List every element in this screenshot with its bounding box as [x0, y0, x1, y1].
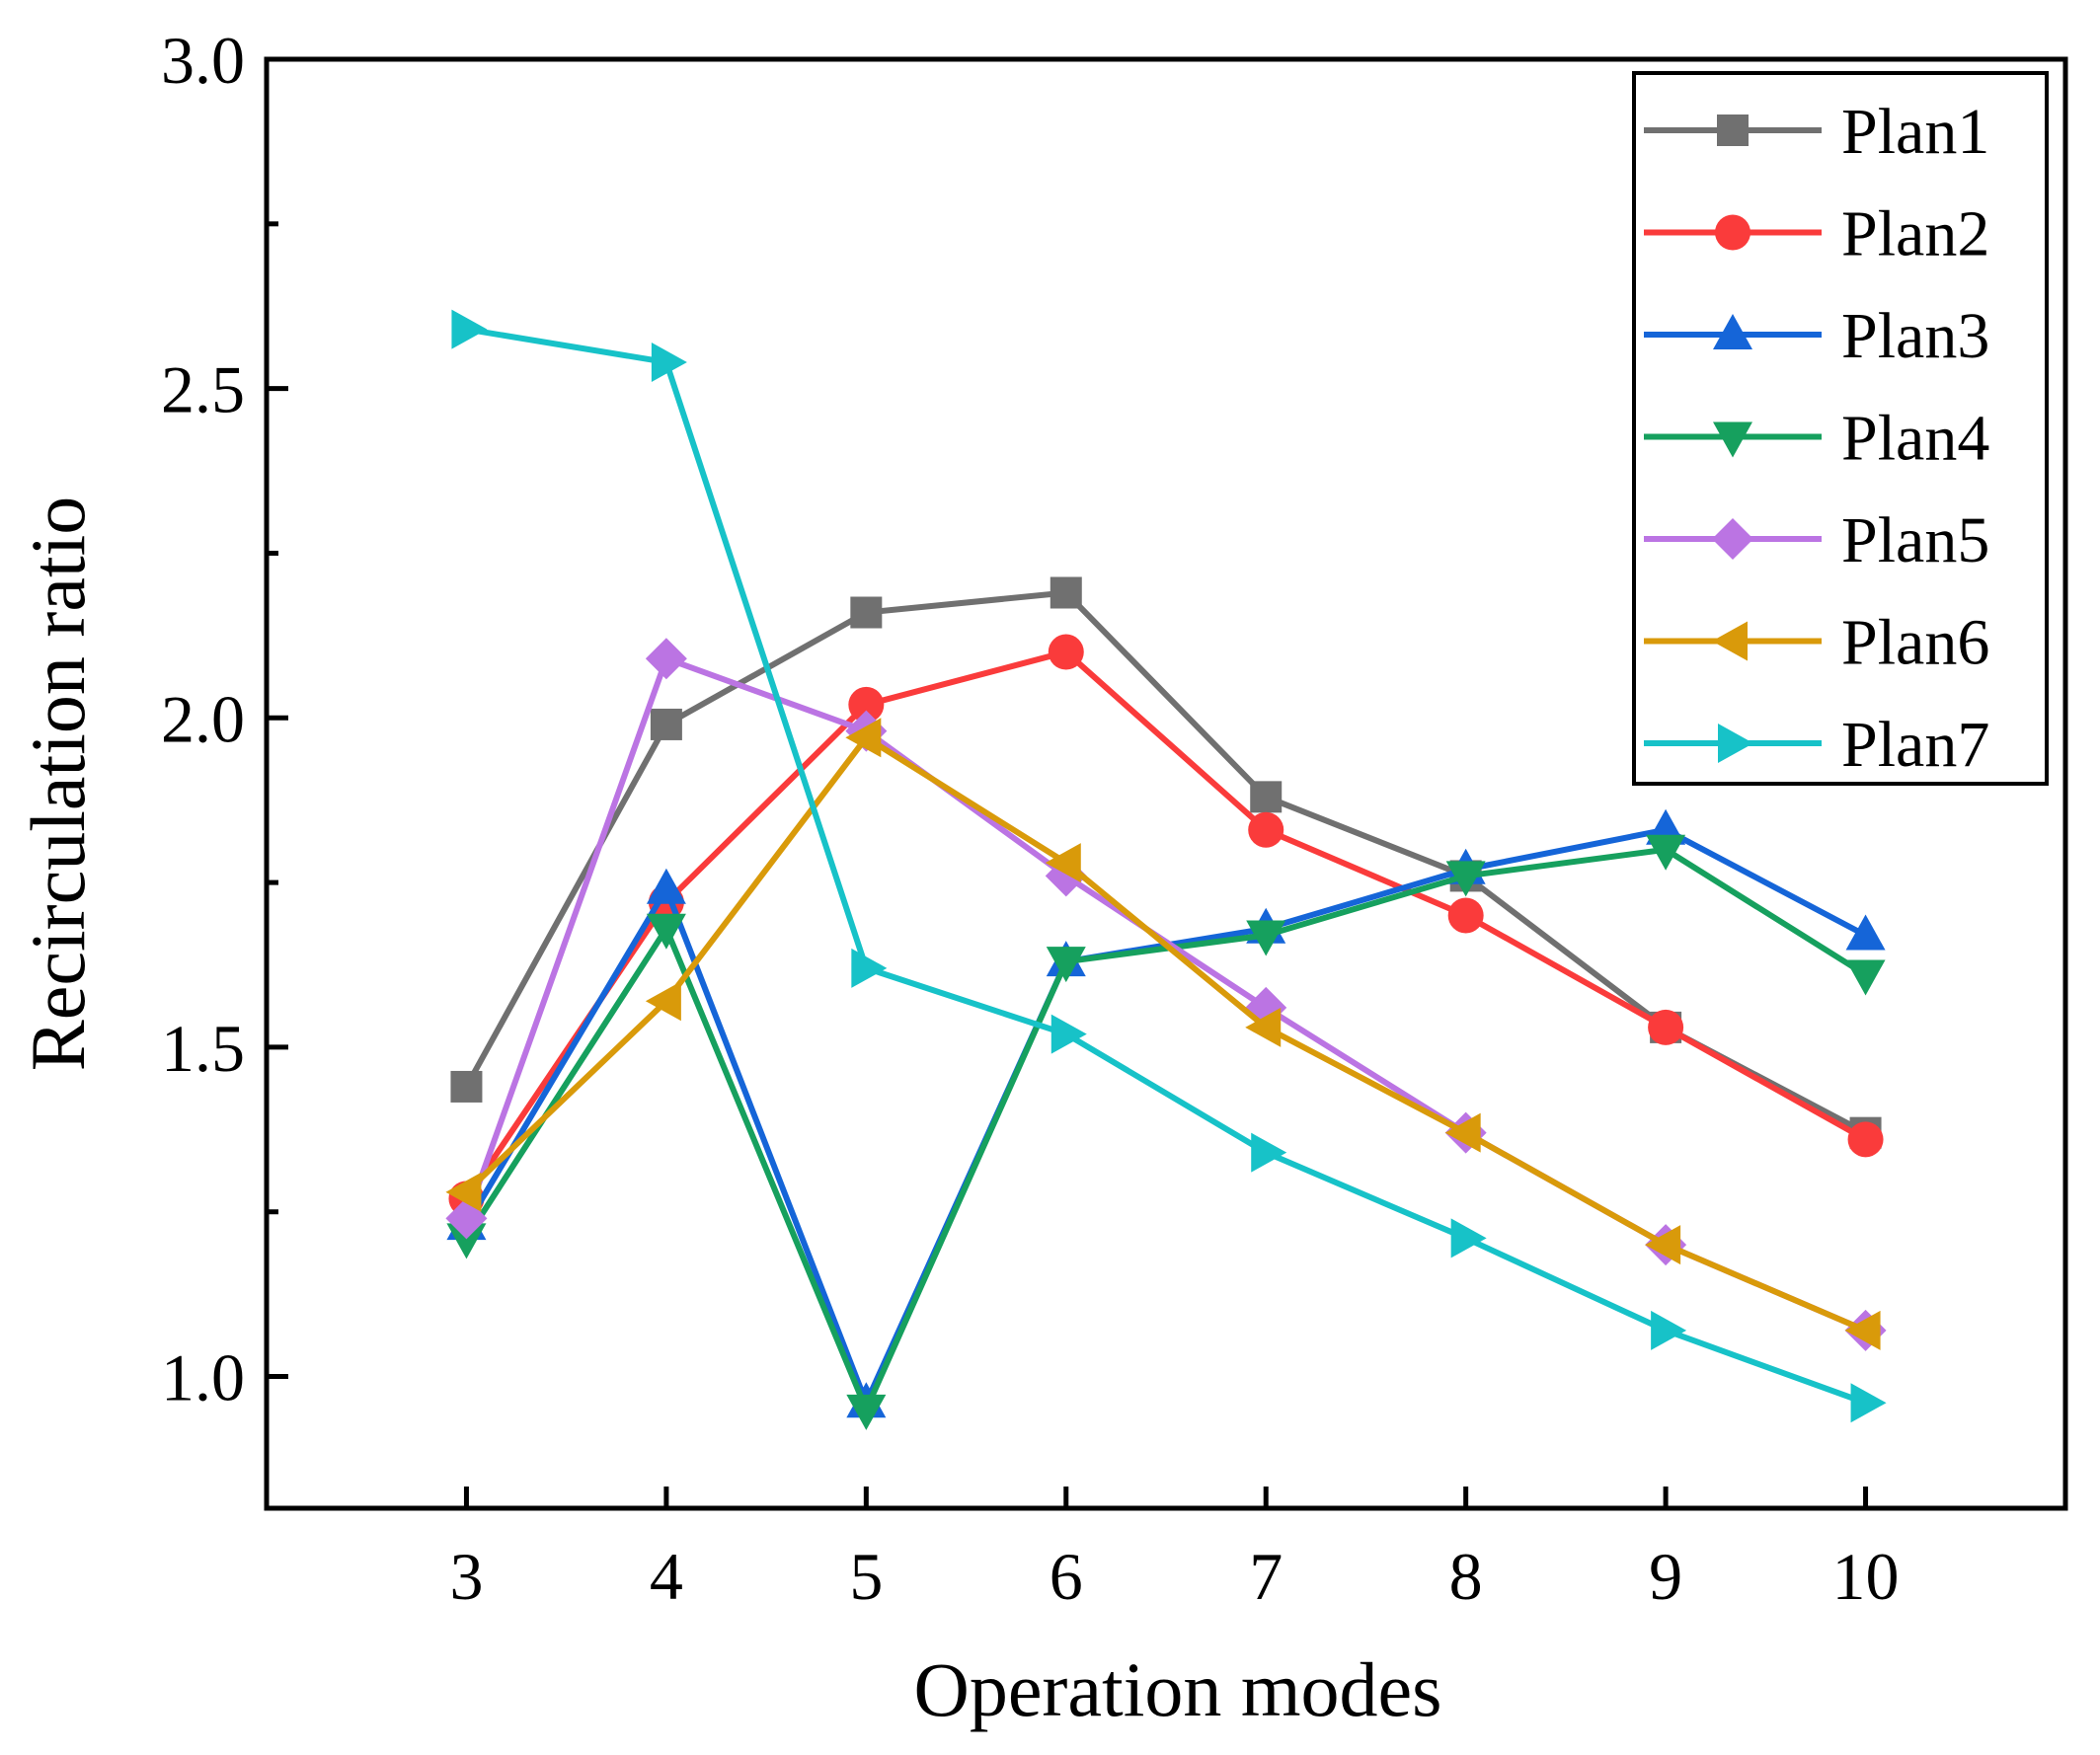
legend-item: Plan2: [1644, 198, 1989, 270]
y-tick-label: 2.0: [161, 681, 245, 756]
legend-marker: [1712, 518, 1753, 560]
legend: Plan1 Plan2 Plan3 Plan4 Plan5 Plan6 Plan7: [1632, 71, 2049, 786]
data-point: [848, 686, 885, 723]
series-plan4: [446, 834, 1886, 1430]
data-point: [650, 708, 682, 740]
legend-marker: [1717, 114, 1749, 146]
legend-label: Plan7: [1841, 709, 1989, 781]
series-line: [463, 649, 1868, 1201]
legend-box: [1632, 71, 2049, 786]
data-point: [646, 913, 686, 950]
legend-item: Plan5: [1644, 504, 1989, 576]
y-axis-title: Recirculation ratio: [15, 496, 101, 1072]
data-point: [1251, 1132, 1287, 1173]
x-tick-label: 6: [1050, 1539, 1083, 1614]
data-point: [1050, 576, 1082, 609]
data-point: [1845, 959, 1886, 996]
data-point: [1050, 1014, 1087, 1054]
series-layer: [445, 309, 1887, 1430]
legend-label: Plan5: [1841, 504, 1989, 576]
data-point: [1847, 1121, 1884, 1158]
legend-label: Plan4: [1841, 403, 1989, 475]
data-point: [1648, 1009, 1684, 1045]
data-point: [1645, 1225, 1681, 1265]
data-point: [845, 718, 882, 758]
x-tick-label: 5: [849, 1539, 883, 1614]
data-point: [1651, 1310, 1687, 1350]
legend-item: Plan6: [1644, 607, 1989, 679]
data-point: [1045, 843, 1081, 883]
data-point: [1447, 897, 1484, 934]
x-axis-title: Operation modes: [913, 1646, 1441, 1732]
series-line: [465, 326, 1867, 1407]
data-point: [645, 981, 681, 1022]
legend-marker: [1718, 724, 1753, 763]
data-point: [646, 868, 686, 904]
y-tick-label: 1.5: [161, 1011, 245, 1086]
data-point: [1048, 634, 1084, 670]
legend-item: Plan1: [1644, 96, 1989, 168]
data-point: [1450, 1218, 1487, 1259]
data-point: [1046, 947, 1086, 983]
data-point: [1445, 861, 1486, 897]
x-tick-label: 10: [1832, 1539, 1900, 1614]
legend-label: Plan2: [1841, 198, 1989, 270]
y-tick-label: 1.0: [161, 1340, 245, 1415]
data-point: [451, 309, 488, 349]
series-line: [463, 589, 1867, 1136]
legend-marker: [1713, 314, 1752, 349]
data-point: [445, 1172, 482, 1212]
legend-item: Plan7: [1644, 709, 1989, 781]
series-plan6: [445, 718, 1881, 1350]
data-point: [1646, 834, 1686, 871]
data-point: [846, 1394, 887, 1430]
data-point: [1248, 811, 1284, 848]
legend-item: Plan3: [1644, 300, 1989, 372]
legend-marker: [1712, 621, 1748, 661]
data-point: [1444, 1112, 1481, 1153]
legend-marker: [1715, 214, 1750, 251]
legend-marker: [1713, 421, 1752, 458]
data-point: [1245, 1007, 1282, 1047]
data-point: [450, 1070, 483, 1103]
data-point: [1246, 920, 1286, 956]
legend-item: Plan4: [1644, 403, 1989, 475]
y-tick-label: 2.5: [161, 352, 245, 427]
data-point: [1250, 781, 1283, 813]
data-point: [1844, 1310, 1881, 1350]
legend-label: Plan6: [1841, 607, 1989, 679]
legend-label: Plan3: [1841, 300, 1989, 372]
x-tick-label: 3: [449, 1539, 483, 1614]
data-point: [851, 948, 888, 988]
data-point: [1850, 1383, 1887, 1423]
data-point: [850, 596, 883, 629]
series-line: [464, 734, 1867, 1334]
axes-layer: 1.0 1.5 2.0 2.5 3.0 3 4 5 6 7 8 9 10 Operation modes R…: [15, 23, 2068, 1732]
y-tick-label: 3.0: [161, 23, 245, 98]
data-point: [645, 638, 687, 680]
x-tick-label: 9: [1649, 1539, 1682, 1614]
x-tick-label: 8: [1449, 1539, 1483, 1614]
data-point: [651, 342, 687, 382]
series-plan7: [451, 309, 1887, 1423]
data-point: [1845, 914, 1886, 951]
data-point: [446, 1223, 487, 1259]
x-tick-label: 7: [1249, 1539, 1283, 1614]
plot-frame: [264, 56, 2068, 1511]
x-tick-label: 4: [650, 1539, 683, 1614]
legend-label: Plan1: [1841, 96, 1989, 168]
